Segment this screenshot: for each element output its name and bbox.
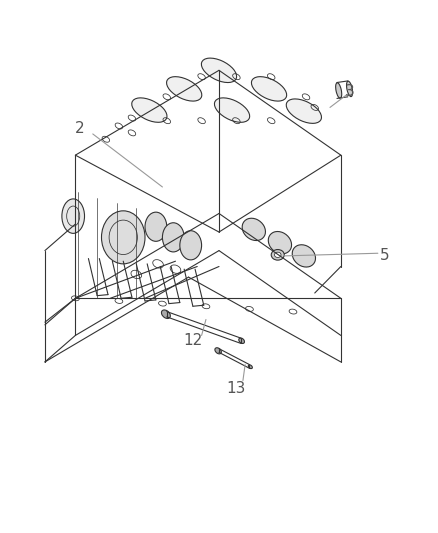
Ellipse shape bbox=[162, 223, 184, 252]
Ellipse shape bbox=[215, 348, 221, 354]
Ellipse shape bbox=[162, 310, 170, 319]
Ellipse shape bbox=[145, 212, 167, 241]
Ellipse shape bbox=[102, 211, 145, 264]
Ellipse shape bbox=[242, 218, 265, 240]
Ellipse shape bbox=[201, 58, 237, 83]
Ellipse shape bbox=[132, 98, 167, 122]
Ellipse shape bbox=[292, 245, 315, 267]
Ellipse shape bbox=[215, 98, 250, 122]
Text: 12: 12 bbox=[183, 333, 202, 348]
Ellipse shape bbox=[62, 199, 85, 233]
Text: 5: 5 bbox=[380, 248, 389, 263]
Text: 3: 3 bbox=[345, 84, 354, 99]
Ellipse shape bbox=[251, 77, 286, 101]
Ellipse shape bbox=[248, 365, 252, 369]
Text: 13: 13 bbox=[227, 381, 246, 396]
Ellipse shape bbox=[180, 231, 201, 260]
Ellipse shape bbox=[346, 81, 353, 96]
Ellipse shape bbox=[239, 338, 244, 343]
Ellipse shape bbox=[271, 249, 284, 260]
Ellipse shape bbox=[166, 77, 202, 101]
Ellipse shape bbox=[268, 231, 292, 254]
Ellipse shape bbox=[286, 99, 321, 123]
Ellipse shape bbox=[336, 83, 342, 98]
Text: 2: 2 bbox=[75, 121, 85, 136]
Ellipse shape bbox=[275, 252, 281, 257]
